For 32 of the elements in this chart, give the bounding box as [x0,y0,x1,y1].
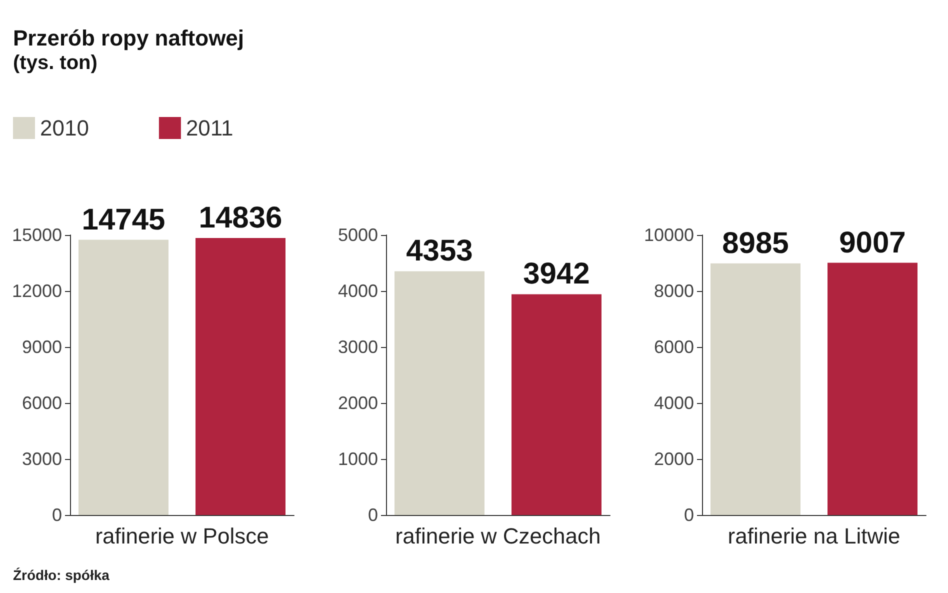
y-tick-label: 6000 [22,393,62,413]
chart-title: Przerób ropy naftowej [13,26,244,50]
y-tick-label: 0 [368,505,378,525]
y-tick-label: 3000 [338,337,378,357]
chart-subtitle: (tys. ton) [13,52,98,74]
y-tick-label: 2000 [338,393,378,413]
y-tick-label: 12000 [12,281,62,301]
y-tick-label: 5000 [338,225,378,245]
text: Źródło: spółka [13,567,110,583]
y-tick-label: 2000 [654,449,694,469]
y-tick-label: 0 [52,505,62,525]
data-label: 14745 [82,203,166,236]
y-tick-label: 10000 [644,225,694,245]
x-tick-label: rafinerie na Litwie [728,524,900,548]
x-tick-label: rafinerie w Polsce [95,524,269,548]
y-tick-label: 15000 [12,225,62,245]
legend-label: 2010 [40,116,89,140]
data-label: 4353 [406,234,473,268]
y-tick-label: 6000 [654,337,694,357]
data-label: 14836 [198,202,282,235]
y-tick-label: 8000 [654,281,694,301]
data-label: 8985 [722,226,789,260]
data-label: 9007 [839,226,906,260]
y-tick-label: 4000 [654,393,694,413]
x-tick-label: rafinerie w Czechach [395,524,601,548]
y-tick-label: 0 [684,505,694,525]
legend-label: 2011 [186,116,234,140]
y-tick-label: 9000 [22,337,62,357]
y-tick-label: 4000 [338,281,378,301]
data-label: 3942 [523,258,590,291]
y-tick-label: 1000 [338,449,378,469]
y-tick-label: 3000 [22,449,62,469]
